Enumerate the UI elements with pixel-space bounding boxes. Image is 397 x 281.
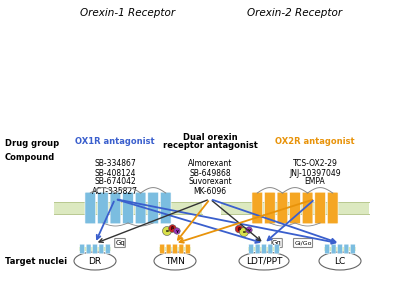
FancyBboxPatch shape <box>315 192 326 224</box>
Text: γ: γ <box>248 228 251 232</box>
FancyBboxPatch shape <box>249 244 254 254</box>
FancyBboxPatch shape <box>344 244 349 254</box>
Ellipse shape <box>154 252 196 270</box>
Text: TCS-OX2-29: TCS-OX2-29 <box>293 160 337 169</box>
Text: α: α <box>243 230 245 234</box>
FancyBboxPatch shape <box>264 192 275 224</box>
FancyBboxPatch shape <box>331 244 336 254</box>
Bar <box>221 202 369 214</box>
FancyBboxPatch shape <box>106 244 110 254</box>
Text: Almorexant: Almorexant <box>188 160 232 169</box>
FancyBboxPatch shape <box>115 239 125 248</box>
Text: Drug group: Drug group <box>5 139 59 148</box>
Text: SB-334867: SB-334867 <box>94 160 136 169</box>
FancyBboxPatch shape <box>272 239 282 248</box>
FancyBboxPatch shape <box>185 244 190 254</box>
Text: TMN: TMN <box>165 257 185 266</box>
FancyBboxPatch shape <box>160 192 171 224</box>
FancyBboxPatch shape <box>255 244 260 254</box>
FancyBboxPatch shape <box>98 192 108 224</box>
FancyBboxPatch shape <box>268 244 273 254</box>
Circle shape <box>162 226 172 235</box>
FancyBboxPatch shape <box>293 239 312 248</box>
Text: Gq: Gq <box>115 240 125 246</box>
Text: γ: γ <box>175 229 178 233</box>
FancyBboxPatch shape <box>80 244 85 254</box>
Text: Gi/Go: Gi/Go <box>294 241 312 246</box>
Text: Dual orexin: Dual orexin <box>183 133 237 142</box>
FancyBboxPatch shape <box>123 192 133 224</box>
FancyBboxPatch shape <box>262 244 266 254</box>
Text: LC: LC <box>334 257 346 266</box>
FancyBboxPatch shape <box>290 192 300 224</box>
Text: LDT/PPT: LDT/PPT <box>246 257 282 266</box>
FancyBboxPatch shape <box>328 192 338 224</box>
Bar <box>324 247 356 251</box>
Circle shape <box>174 228 180 234</box>
FancyBboxPatch shape <box>166 244 171 254</box>
FancyBboxPatch shape <box>110 192 121 224</box>
FancyBboxPatch shape <box>148 192 158 224</box>
FancyBboxPatch shape <box>337 244 342 254</box>
FancyBboxPatch shape <box>160 244 165 254</box>
Ellipse shape <box>74 252 116 270</box>
Text: Gq: Gq <box>272 240 282 246</box>
Text: receptor antagonist: receptor antagonist <box>162 140 257 149</box>
Text: β: β <box>171 226 174 230</box>
Text: ACT-335827: ACT-335827 <box>92 187 138 196</box>
FancyBboxPatch shape <box>179 244 184 254</box>
Text: JNJ-10397049: JNJ-10397049 <box>289 169 341 178</box>
Bar <box>79 247 111 251</box>
Text: SB-649868: SB-649868 <box>189 169 231 178</box>
Text: Target nuclei: Target nuclei <box>5 257 67 266</box>
Text: Orexin-2 Receptor: Orexin-2 Receptor <box>247 8 343 18</box>
FancyBboxPatch shape <box>173 244 177 254</box>
Bar <box>159 247 191 251</box>
Text: EMPA: EMPA <box>304 178 326 187</box>
Bar <box>248 247 280 251</box>
FancyBboxPatch shape <box>277 192 288 224</box>
Ellipse shape <box>319 252 361 270</box>
Text: OX1R antagonist: OX1R antagonist <box>75 137 155 146</box>
Text: SB-408124: SB-408124 <box>94 169 136 178</box>
FancyBboxPatch shape <box>274 244 279 254</box>
FancyBboxPatch shape <box>135 192 146 224</box>
Circle shape <box>235 225 243 233</box>
FancyBboxPatch shape <box>99 244 104 254</box>
Text: DR: DR <box>89 257 102 266</box>
Circle shape <box>246 227 252 233</box>
Text: Suvorexant: Suvorexant <box>188 178 232 187</box>
FancyBboxPatch shape <box>252 192 262 224</box>
Circle shape <box>169 225 176 232</box>
FancyBboxPatch shape <box>302 192 313 224</box>
Text: MK-6096: MK-6096 <box>193 187 227 196</box>
Text: α: α <box>166 229 168 233</box>
Text: β: β <box>237 227 241 231</box>
FancyBboxPatch shape <box>85 192 96 224</box>
FancyBboxPatch shape <box>86 244 91 254</box>
Text: Orexin-1 Receptor: Orexin-1 Receptor <box>81 8 175 18</box>
Bar <box>54 202 202 214</box>
FancyBboxPatch shape <box>93 244 97 254</box>
FancyBboxPatch shape <box>351 244 355 254</box>
Circle shape <box>239 228 249 237</box>
Text: Compound: Compound <box>5 153 55 162</box>
Ellipse shape <box>239 252 289 270</box>
Text: OX2R antagonist: OX2R antagonist <box>275 137 355 146</box>
Text: SB-674042: SB-674042 <box>94 178 136 187</box>
FancyBboxPatch shape <box>325 244 330 254</box>
